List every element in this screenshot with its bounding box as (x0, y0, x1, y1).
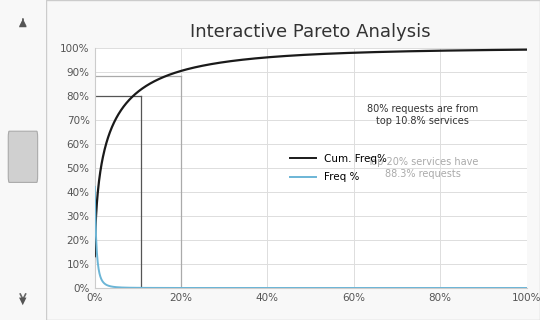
Title: Interactive Pareto Analysis: Interactive Pareto Analysis (190, 23, 431, 41)
Text: ▲: ▲ (19, 17, 26, 28)
Legend: Cum. Freq%, Freq %: Cum. Freq%, Freq % (286, 150, 391, 186)
Text: ▼: ▼ (19, 296, 26, 306)
Text: 80% requests are from
top 10.8% services: 80% requests are from top 10.8% services (367, 104, 478, 126)
FancyBboxPatch shape (8, 131, 38, 182)
Text: Top 20% services have
88.3% requests: Top 20% services have 88.3% requests (367, 157, 478, 179)
